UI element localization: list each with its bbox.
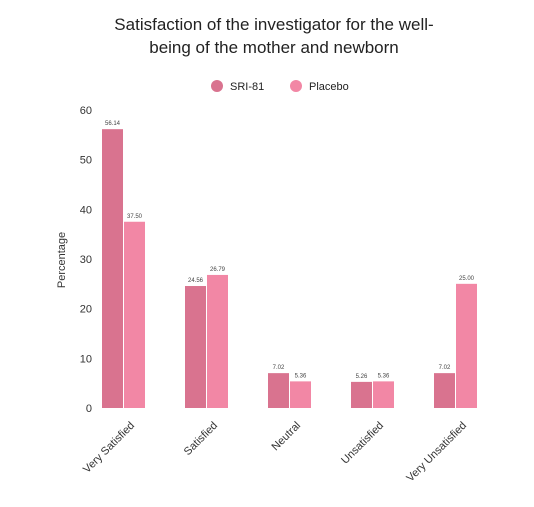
- legend-label-placebo: Placebo: [309, 81, 349, 93]
- bar-sri-81-1: [185, 286, 206, 408]
- bar-placebo-2: [290, 381, 311, 408]
- x-axis-labels: Very Satisfied Satisfied Neutral Unsatisfie…: [81, 420, 469, 485]
- chart-title-line-1: Satisfaction of the investigator for the…: [114, 15, 433, 34]
- x-category-label: Very Unsatisfied: [404, 420, 469, 485]
- legend-label-sri81: SRI-81: [230, 81, 264, 93]
- bar-placebo-4: [456, 283, 477, 408]
- y-tick-label: 30: [80, 254, 92, 266]
- x-category-label: Satisfied: [182, 420, 220, 458]
- data-label: 37.50: [127, 214, 143, 220]
- chart-title-line-2: being of the mother and newborn: [149, 38, 399, 57]
- y-tick-label: 50: [80, 155, 92, 167]
- legend-swatch-sri81: [211, 80, 223, 92]
- x-category-label: Unsatisfied: [339, 420, 386, 467]
- x-category-label: Neutral: [270, 420, 304, 454]
- bars: 56.14 37.50 24.56 26.79 7.02 5.36 5.26 5.36 7.02…: [102, 121, 477, 408]
- y-tick-label: 0: [86, 403, 92, 415]
- bar-placebo-3: [373, 381, 394, 408]
- data-label: 26.79: [210, 267, 226, 273]
- y-axis-label: Percentage: [56, 232, 68, 288]
- bar-sri-81-3: [351, 381, 372, 408]
- data-label: 5.36: [378, 373, 390, 379]
- bar-placebo-0: [124, 221, 145, 408]
- legend: SRI-81 Placebo: [211, 80, 349, 93]
- data-label: 7.02: [439, 365, 451, 371]
- bar-placebo-1: [207, 274, 228, 408]
- data-label: 7.02: [273, 365, 285, 371]
- y-tick-label: 20: [80, 304, 92, 316]
- data-label: 5.26: [356, 374, 368, 380]
- data-label: 56.14: [105, 121, 121, 127]
- bar-sri-81-0: [102, 129, 123, 408]
- data-label: 25.00: [459, 276, 475, 282]
- bar-sri-81-2: [268, 373, 289, 408]
- data-label: 24.56: [188, 278, 204, 284]
- bar-sri-81-4: [434, 373, 455, 408]
- y-tick-label: 60: [80, 105, 92, 117]
- x-category-label: Very Satisfied: [81, 420, 137, 476]
- y-tick-label: 40: [80, 204, 92, 216]
- y-tick-label: 10: [80, 353, 92, 365]
- data-label: 5.36: [295, 373, 307, 379]
- legend-swatch-placebo: [290, 80, 302, 92]
- y-axis-ticks: 0 10 20 30 40 50 60: [80, 105, 92, 415]
